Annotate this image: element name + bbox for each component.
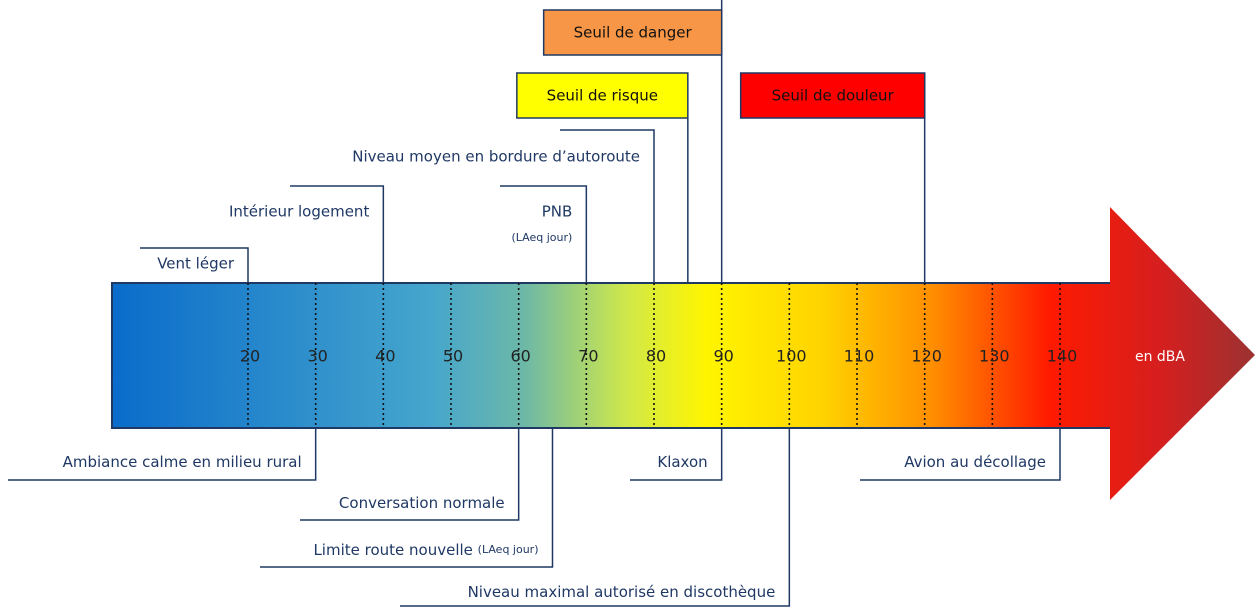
tick-label: 60 xyxy=(510,347,530,366)
tick-label: 130 xyxy=(979,347,1010,366)
tick-label: 80 xyxy=(646,347,666,366)
tick-label: 20 xyxy=(240,347,260,366)
threshold-box xyxy=(516,72,689,119)
threshold-box xyxy=(739,72,926,119)
tick-label: 30 xyxy=(307,347,327,366)
annotation-label: Avion au décollage xyxy=(904,453,1046,471)
leader-line xyxy=(400,428,791,607)
tick-label: 90 xyxy=(713,347,733,366)
tick-label: 70 xyxy=(578,347,598,366)
annotation-label: Ambiance calme en milieu rural xyxy=(63,453,302,471)
tick-label: 40 xyxy=(375,347,395,366)
annotation-sublabel: (LAeq jour) xyxy=(512,231,573,244)
annotation-main: Avion au décollage xyxy=(904,453,1046,471)
scale-arrow xyxy=(112,207,1255,500)
threshold-label: Seuil de risque xyxy=(547,87,658,105)
threshold-label: Seuil de douleur xyxy=(772,87,895,105)
annotation-label: PNB xyxy=(542,203,573,221)
annotation-label: Niveau moyen en bordure d’autoroute xyxy=(352,148,640,166)
annotation-main: Klaxon xyxy=(657,453,707,471)
tick-label: 100 xyxy=(776,347,807,366)
annotation-label: Limite route nouvelle (LAeq jour) xyxy=(313,541,538,559)
annotation-sublabel: (LAeq jour) xyxy=(478,543,539,556)
leader-line xyxy=(260,428,554,568)
threshold-box xyxy=(542,9,723,56)
leader-line xyxy=(860,428,1061,481)
leader-line xyxy=(300,428,520,521)
unit-label: en dBA xyxy=(1135,349,1185,365)
annotation-main: Limite route nouvelle xyxy=(313,541,472,559)
annotation-main: Niveau maximal autorisé en discothèque xyxy=(468,583,776,601)
leader-line xyxy=(630,428,723,481)
annotation-label: Niveau maximal autorisé en discothèque xyxy=(468,583,776,601)
leader-line xyxy=(8,428,317,481)
annotation-label: Intérieur logement xyxy=(229,203,369,221)
threshold-label: Seuil de danger xyxy=(574,24,693,42)
tick-label: 120 xyxy=(911,347,942,366)
leader-line xyxy=(560,129,655,283)
tick-label: 50 xyxy=(443,347,463,366)
annotation-main: Conversation normale xyxy=(339,494,505,512)
tick-label: 140 xyxy=(1047,347,1078,366)
annotation-label: Vent léger xyxy=(157,255,235,273)
annotation-label: Klaxon xyxy=(657,453,707,471)
annotation-main: Ambiance calme en milieu rural xyxy=(63,453,302,471)
leader-line xyxy=(290,185,385,283)
annotation-label: Conversation normale xyxy=(339,494,505,512)
bar-outline xyxy=(111,282,1110,429)
leader-line xyxy=(140,247,249,283)
leader-line xyxy=(500,185,588,283)
tick-label: 110 xyxy=(844,347,875,366)
